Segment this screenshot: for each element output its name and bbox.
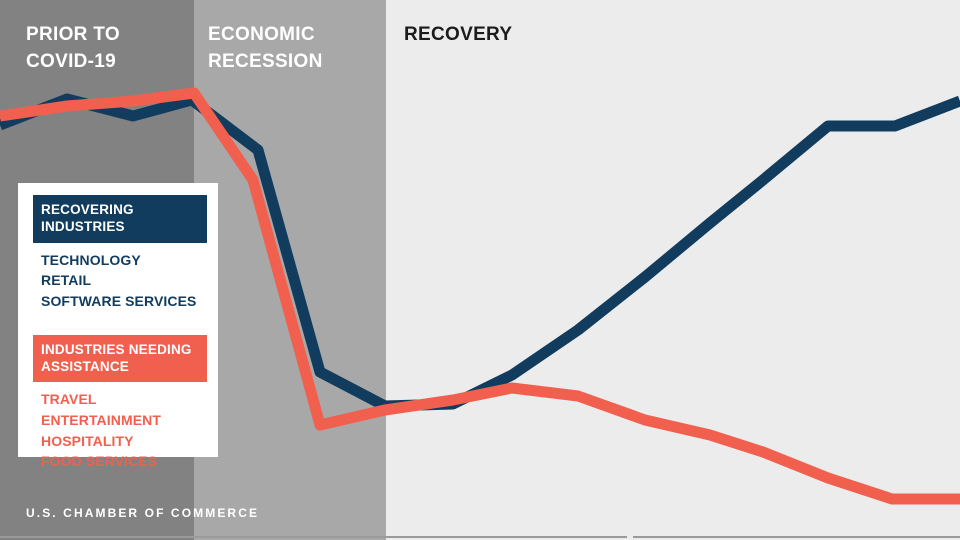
series-line-industries-needing-assistance xyxy=(0,87,960,505)
legend-item: ENTERTAINMENT xyxy=(41,411,162,428)
legend-item: SOFTWARE SERVICES xyxy=(41,292,197,309)
band-label-recovery: RECOVERY xyxy=(404,24,513,45)
chart-legend: RECOVERING INDUSTRIES TECHNOLOGY RETAIL … xyxy=(18,183,218,469)
bottom-divider-right xyxy=(633,536,960,538)
band-recovery xyxy=(386,0,960,540)
legend-header-recovering-industries: RECOVERING INDUSTRIES xyxy=(33,195,207,243)
band-label-economic-recession: ECONOMIC RECESSION xyxy=(208,24,323,72)
legend-items-recovering-industries: TECHNOLOGY RETAIL SOFTWARE SERVICES xyxy=(18,250,218,312)
legend-item: TECHNOLOGY xyxy=(41,251,141,268)
bottom-divider-left xyxy=(0,536,627,538)
legend-item: HOSPITALITY xyxy=(41,432,134,449)
legend-item: RETAIL xyxy=(41,272,92,289)
legend-header-industries-needing-assistance: INDUSTRIES NEEDING ASSISTANCE xyxy=(33,334,207,383)
band-label-prior-to-covid: PRIOR TO COVID-19 xyxy=(26,24,120,72)
legend-group-recovering-industries: RECOVERING INDUSTRIES TECHNOLOGY RETAIL … xyxy=(18,195,218,312)
legend-items-industries-needing-assistance: TRAVEL ENTERTAINMENT HOSPITALITY FOOD SE… xyxy=(18,389,218,472)
legend-item: FOOD SERVICES xyxy=(41,453,158,470)
legend-item: TRAVEL xyxy=(41,391,97,408)
footer-brand-text: U.S. CHAMBER OF COMMERCE xyxy=(26,506,260,520)
legend-group-industries-needing-assistance: INDUSTRIES NEEDING ASSISTANCE TRAVEL ENT… xyxy=(18,334,218,472)
